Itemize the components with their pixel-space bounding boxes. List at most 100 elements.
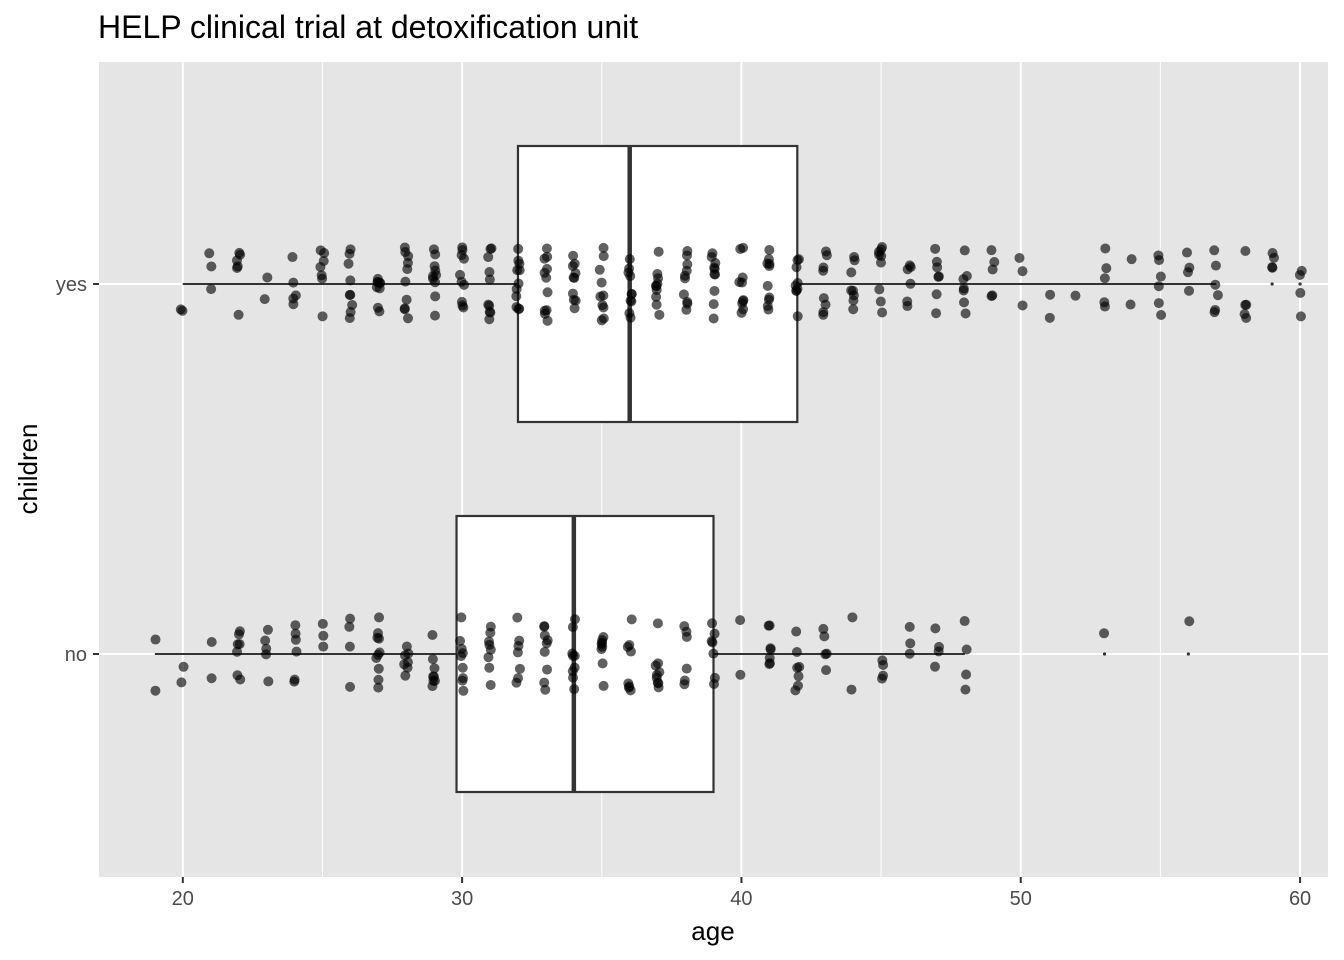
- data-point: [652, 618, 663, 629]
- data-point: [1294, 269, 1305, 280]
- data-point: [1182, 247, 1193, 258]
- data-point: [929, 661, 940, 672]
- data-point: [1295, 287, 1306, 298]
- x-tick-label: 50: [1010, 888, 1032, 910]
- data-point: [1268, 252, 1279, 263]
- data-point: [343, 258, 354, 269]
- data-point: [654, 309, 665, 320]
- data-point: [399, 303, 410, 314]
- data-point: [764, 244, 775, 255]
- data-point: [567, 261, 578, 272]
- data-point: [372, 302, 383, 313]
- data-point: [1240, 245, 1251, 256]
- outlier-point: [1102, 652, 1107, 656]
- data-point: [259, 294, 270, 305]
- data-point: [402, 662, 413, 673]
- data-point: [765, 643, 776, 654]
- data-point: [960, 308, 971, 319]
- data-point: [1156, 310, 1167, 321]
- jitter-points: [150, 242, 1307, 696]
- data-point: [541, 305, 552, 316]
- data-point: [1184, 262, 1195, 273]
- data-point: [290, 620, 301, 631]
- data-point: [569, 684, 580, 695]
- data-point: [514, 258, 525, 269]
- data-point: [681, 626, 692, 637]
- data-point: [878, 659, 889, 670]
- data-point: [709, 679, 720, 690]
- data-point: [961, 270, 972, 281]
- data-point: [457, 300, 468, 311]
- data-point: [457, 242, 468, 253]
- data-point: [1044, 312, 1055, 323]
- data-point: [374, 283, 385, 294]
- data-point: [287, 252, 298, 263]
- data-point: [1153, 281, 1164, 292]
- data-point: [681, 250, 692, 261]
- data-point: [484, 662, 495, 673]
- data-point: [233, 629, 244, 640]
- data-point: [1209, 245, 1220, 256]
- data-point: [709, 285, 720, 296]
- data-point: [625, 685, 636, 696]
- data-point: [598, 313, 609, 324]
- data-point: [318, 641, 329, 652]
- data-point: [933, 271, 944, 282]
- data-point: [233, 309, 244, 320]
- data-point: [430, 310, 441, 321]
- data-point: [374, 612, 385, 623]
- data-point: [959, 616, 970, 627]
- data-point: [511, 677, 522, 688]
- x-tick-label: 40: [730, 888, 752, 910]
- x-tick-label: 60: [1289, 888, 1311, 910]
- data-point: [430, 291, 441, 302]
- data-point: [318, 630, 329, 641]
- data-point: [1184, 285, 1195, 296]
- data-point: [1099, 273, 1110, 284]
- data-point: [624, 254, 635, 265]
- data-point: [568, 272, 579, 283]
- data-point: [1212, 290, 1223, 301]
- data-point: [541, 243, 552, 254]
- data-point: [345, 307, 356, 318]
- data-point: [511, 283, 522, 294]
- data-point: [793, 671, 804, 682]
- data-point: [373, 674, 384, 685]
- boxplots: [154, 144, 1302, 794]
- data-point: [1099, 301, 1110, 312]
- data-point: [427, 629, 438, 640]
- data-point: [1099, 628, 1110, 639]
- data-point: [1267, 262, 1278, 273]
- data-point: [987, 264, 998, 275]
- data-point: [1184, 616, 1195, 627]
- outlier-point: [1270, 282, 1274, 286]
- data-point: [373, 649, 384, 660]
- data-point: [598, 680, 609, 691]
- data-point: [651, 281, 662, 292]
- data-point: [484, 300, 495, 311]
- data-point: [874, 284, 885, 295]
- data-point: [1239, 309, 1250, 320]
- data-point: [1100, 243, 1111, 254]
- data-point: [317, 618, 328, 629]
- data-point: [679, 273, 690, 284]
- data-point: [793, 254, 804, 265]
- data-point: [483, 636, 494, 647]
- data-point: [679, 675, 690, 686]
- data-point: [986, 245, 997, 256]
- data-point: [427, 654, 438, 665]
- data-point: [959, 297, 970, 308]
- data-point: [511, 302, 522, 313]
- data-point: [652, 268, 663, 279]
- data-point: [262, 272, 273, 283]
- x-tick-label: 30: [451, 888, 473, 910]
- data-point: [401, 294, 412, 305]
- data-point: [1210, 260, 1221, 271]
- data-point: [456, 612, 467, 623]
- data-point: [539, 646, 550, 657]
- data-point: [735, 615, 746, 626]
- outlier-point: [1186, 652, 1190, 656]
- data-point: [650, 660, 661, 671]
- data-point: [904, 648, 915, 659]
- data-point: [542, 664, 553, 675]
